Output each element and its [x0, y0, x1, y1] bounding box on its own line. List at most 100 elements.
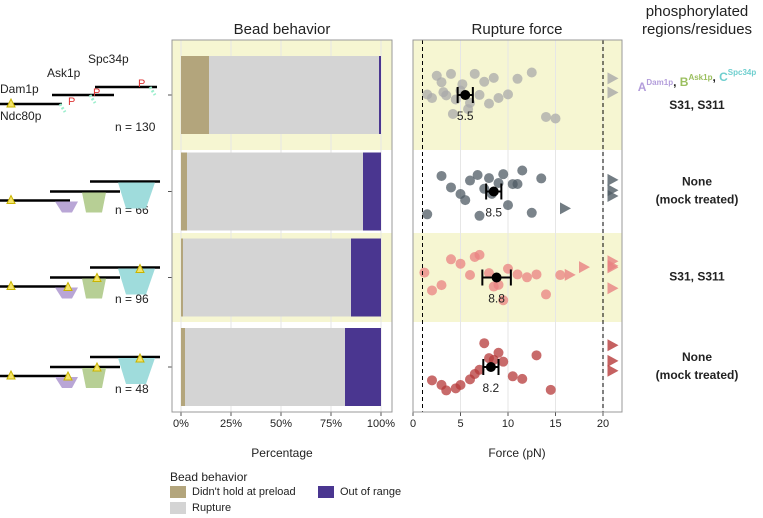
annotation-title: regions/residues: [642, 21, 752, 38]
point: [517, 373, 528, 384]
point: [474, 89, 485, 100]
out-of-range-marker: [579, 261, 590, 274]
point: [436, 77, 447, 88]
bar-segment: [351, 238, 381, 317]
bar-segment: [181, 328, 185, 406]
point: [446, 182, 456, 193]
key-protein: Dam1p: [646, 78, 673, 87]
protein-shape: [118, 358, 155, 384]
legend-title: Bead behavior: [170, 470, 247, 484]
point: [493, 93, 504, 104]
legend-label: Didn't hold at preload: [192, 486, 296, 498]
panel-border: [412, 39, 623, 413]
point: [498, 295, 509, 306]
point: [526, 67, 537, 78]
mean-point: [485, 362, 496, 372]
row-band: [413, 322, 622, 412]
point: [472, 170, 483, 181]
point: [493, 347, 504, 358]
mean-point: [460, 90, 471, 100]
x-axis-title: Force (pN): [488, 446, 545, 460]
point: [484, 268, 494, 279]
point: [441, 90, 452, 101]
point: [455, 258, 466, 269]
protein-shape: [55, 201, 78, 213]
point: [436, 170, 447, 181]
separator: ,: [673, 75, 680, 89]
out-of-range-marker: [564, 268, 576, 281]
point: [488, 72, 499, 83]
x-tick-label: 100%: [367, 418, 395, 430]
x-tick-label: 5: [457, 418, 463, 430]
panel-title: Bead behavior: [234, 21, 331, 38]
protein-label: Dam1p: [0, 82, 39, 96]
point: [422, 209, 433, 220]
row-band: [413, 150, 622, 233]
out-of-range-marker: [607, 339, 619, 352]
point: [419, 267, 430, 278]
annotation-text: None: [682, 350, 712, 364]
point: [512, 179, 523, 190]
x-tick-label: 50%: [270, 418, 292, 430]
phospho-label: P: [93, 87, 100, 99]
bar-segment: [187, 152, 363, 231]
point: [512, 73, 523, 84]
protein-shape: [82, 368, 106, 388]
legend-swatch: [318, 486, 334, 498]
point: [503, 89, 513, 100]
annotation-text: (mock treated): [656, 193, 739, 207]
category-label: n = 130: [115, 120, 156, 134]
x-tick-label: 75%: [320, 418, 342, 430]
key-letter: A: [638, 80, 647, 94]
mean-label: 5.5: [457, 109, 474, 123]
residue-marker: [6, 280, 16, 290]
residue-marker: [135, 263, 145, 273]
residue-marker: [63, 281, 73, 291]
residue-marker: [6, 194, 16, 204]
point: [503, 200, 513, 211]
point: [465, 175, 475, 186]
annotation-key: ADam1p, BAsk1p, CSpc34p: [638, 68, 757, 94]
mean-label: 8.2: [483, 381, 500, 395]
key-letter: C: [719, 70, 728, 84]
phospho-label: P: [138, 78, 145, 90]
category-label: n = 48: [115, 382, 149, 396]
linker: [58, 103, 67, 113]
bar-segment: [363, 152, 381, 231]
x-tick-label: 0: [410, 418, 416, 430]
point: [427, 375, 437, 386]
point: [507, 371, 518, 382]
annotation-text: S31, S311: [669, 270, 725, 284]
protein-label: Ndc80p: [0, 109, 42, 123]
x-tick-label: 15: [549, 418, 561, 430]
point: [441, 385, 452, 396]
out-of-range-marker: [607, 364, 619, 377]
point: [457, 79, 468, 90]
point: [531, 350, 542, 361]
annotation-text: S31, S311: [669, 98, 725, 112]
protein-shape: [82, 278, 106, 299]
point: [517, 165, 528, 176]
point: [427, 285, 437, 296]
key-letter: B: [680, 75, 689, 89]
linker: [88, 94, 97, 104]
point: [541, 289, 551, 300]
residue-marker: [6, 369, 16, 380]
linker: [148, 86, 157, 96]
point: [465, 270, 475, 281]
category-label: n = 96: [115, 292, 149, 306]
legend-label: Out of range: [340, 486, 401, 498]
bar-segment: [209, 56, 379, 134]
x-tick-label: 10: [502, 418, 514, 430]
bar-segment: [183, 238, 351, 317]
residue-marker: [92, 361, 102, 372]
point: [436, 280, 447, 291]
out-of-range-marker: [607, 190, 619, 203]
point: [474, 249, 485, 260]
point: [474, 364, 485, 375]
protein-shape: [118, 268, 155, 295]
point: [526, 207, 537, 218]
out-of-range-marker: [607, 86, 619, 99]
point: [531, 269, 542, 280]
point: [474, 210, 485, 221]
